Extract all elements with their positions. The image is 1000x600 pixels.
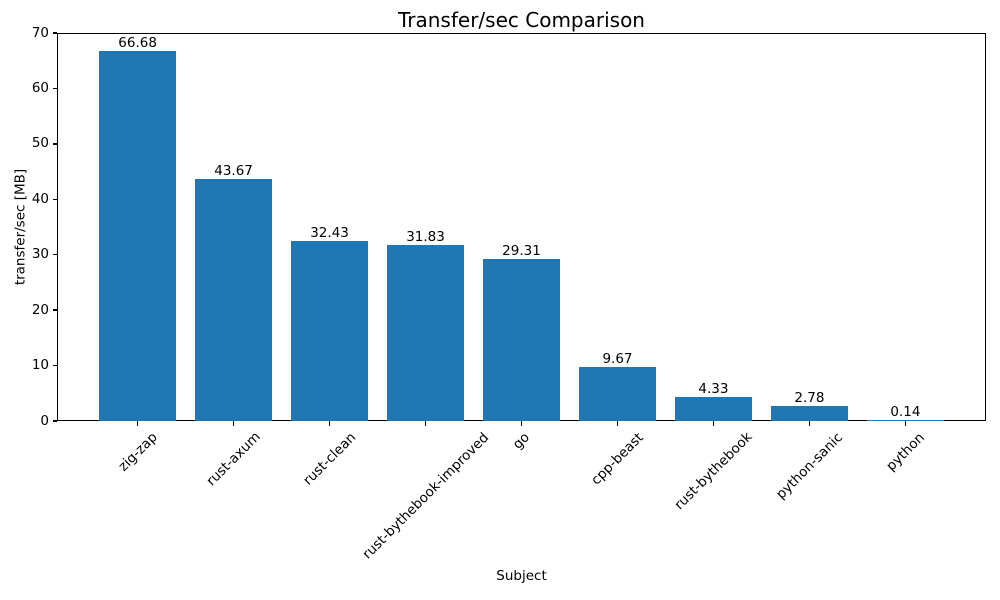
x-category-label: rust-bythebook-improved [358, 429, 492, 563]
x-tick-mark [616, 421, 619, 426]
bar-value-label: 29.31 [502, 242, 541, 259]
x-category-label: rust-axum [203, 429, 264, 490]
y-tick-label: 10 [31, 357, 49, 374]
y-tick-mark [52, 87, 57, 90]
x-tick-mark [232, 421, 235, 426]
bar-value-label: 43.67 [214, 162, 253, 179]
bar [195, 178, 272, 421]
bar [99, 51, 176, 421]
bar-value-label: 9.67 [602, 351, 633, 368]
y-tick-mark [52, 32, 57, 34]
x-category-label: go [509, 429, 533, 453]
y-tick-label: 0 [40, 412, 49, 429]
y-tick-label: 20 [31, 301, 49, 318]
x-category-label: rust-bythebook [671, 429, 756, 514]
bar [675, 396, 752, 421]
y-tick-mark [52, 364, 57, 367]
y-tick-label: 30 [31, 246, 49, 263]
x-category-label: zig-zap [114, 429, 161, 475]
x-category-label: rust-clean [299, 429, 359, 489]
bar [771, 405, 848, 421]
y-tick-mark [52, 309, 57, 311]
bar-value-label: 32.43 [310, 225, 349, 242]
bar [866, 420, 944, 421]
x-tick-mark [712, 421, 715, 426]
x-tick-mark [136, 421, 139, 426]
bar-value-label: 0.14 [890, 404, 921, 421]
y-tick-label: 50 [31, 135, 49, 152]
y-axis-title: transfer/sec [MB] [12, 168, 29, 286]
bar [291, 241, 368, 421]
y-tick-label: 70 [31, 24, 49, 41]
x-tick-mark [808, 421, 811, 426]
bar [579, 367, 656, 421]
x-axis-title: Subject [496, 568, 547, 584]
bar [483, 258, 560, 421]
bar-value-label: 31.83 [406, 228, 445, 245]
x-category-label: cpp-beast [588, 429, 647, 488]
y-tick-mark [52, 420, 57, 422]
chart-title: Transfer/sec Comparison [398, 8, 645, 32]
y-tick-label: 40 [31, 190, 49, 207]
bar-value-label: 4.33 [698, 380, 729, 397]
x-tick-mark [424, 421, 427, 426]
y-tick-mark [52, 198, 57, 200]
bar-value-label: 2.78 [794, 389, 825, 406]
y-tick-label: 60 [31, 79, 49, 96]
x-tick-mark [904, 421, 907, 426]
bar [387, 244, 464, 421]
y-tick-mark [52, 254, 57, 256]
x-category-label: python [883, 429, 928, 474]
bar-value-label: 66.68 [118, 35, 157, 52]
x-category-label: python-sanic [772, 429, 846, 503]
y-tick-mark [52, 143, 57, 145]
x-tick-mark [520, 421, 523, 426]
x-tick-mark [328, 421, 331, 426]
